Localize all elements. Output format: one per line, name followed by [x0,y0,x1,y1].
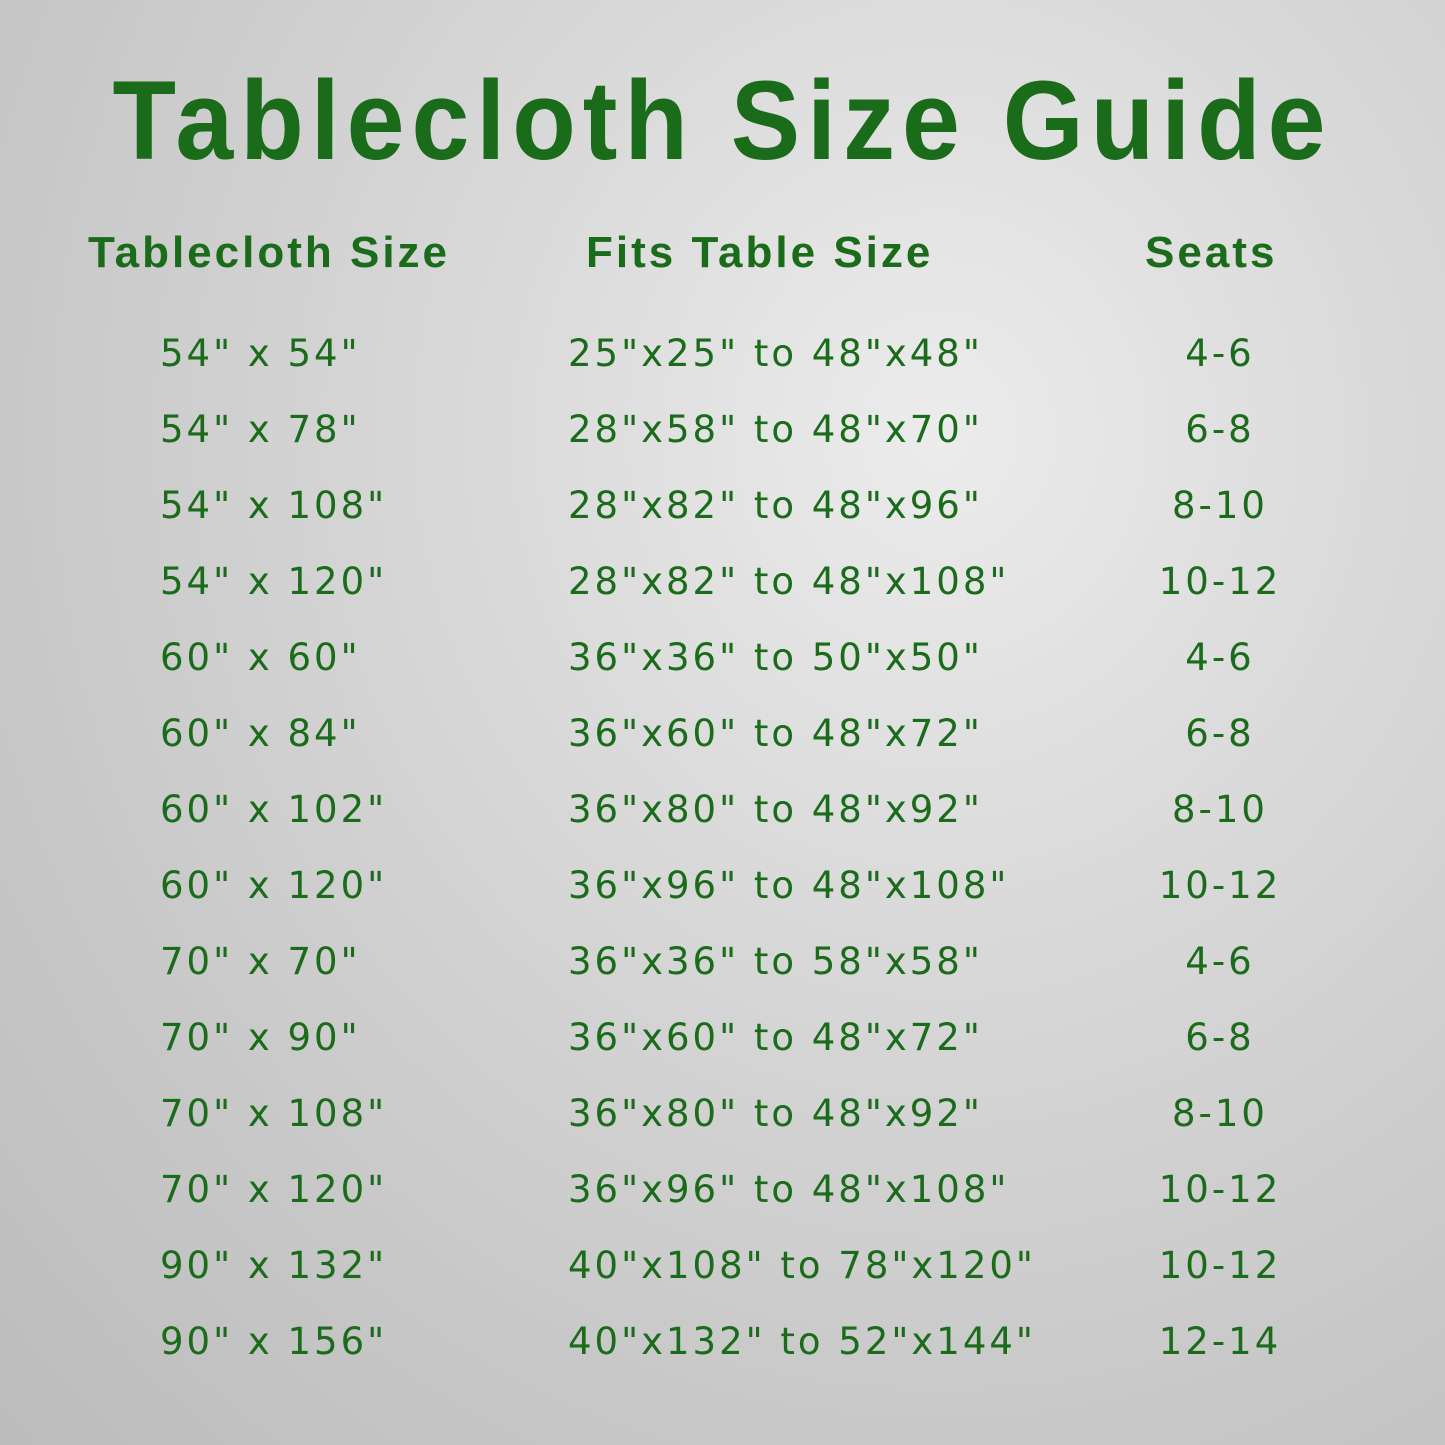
fits-table-size-cell: 25"x25" to 48"x48" [568,332,983,375]
table-row: 60" x 84" 36"x60" to 48"x72" 6-8 [0,712,1445,772]
tablecloth-size-cell: 54" x 54" [160,332,361,375]
tablecloth-size-cell: 70" x 70" [160,940,361,983]
seats-cell: 6-8 [1185,712,1255,755]
tablecloth-size-cell: 60" x 102" [160,788,388,831]
fits-table-size-cell: 36"x60" to 48"x72" [568,712,983,755]
tablecloth-size-cell: 70" x 120" [160,1168,388,1211]
header-tablecloth-size: Tablecloth Size [88,228,451,277]
tablecloth-size-cell: 60" x 84" [160,712,361,755]
seats-cell: 12-14 [1158,1320,1282,1363]
fits-table-size-cell: 40"x132" to 52"x144" [568,1320,1036,1363]
tablecloth-size-cell: 90" x 156" [160,1320,388,1363]
table-row: 60" x 60" 36"x36" to 50"x50" 4-6 [0,636,1445,696]
table-row: 54" x 78" 28"x58" to 48"x70" 6-8 [0,408,1445,468]
table-row: 70" x 108" 36"x80" to 48"x92" 8-10 [0,1092,1445,1152]
table-row: 54" x 54" 25"x25" to 48"x48" 4-6 [0,332,1445,392]
table-row: 60" x 120" 36"x96" to 48"x108" 10-12 [0,864,1445,924]
fits-table-size-cell: 36"x36" to 50"x50" [568,636,983,679]
tablecloth-size-cell: 60" x 60" [160,636,361,679]
header-fits-table-size: Fits Table Size [586,228,934,277]
fits-table-size-cell: 36"x96" to 48"x108" [568,1168,1010,1211]
table-row: 70" x 90" 36"x60" to 48"x72" 6-8 [0,1016,1445,1076]
fits-table-size-cell: 28"x82" to 48"x96" [568,484,983,527]
fits-table-size-cell: 36"x60" to 48"x72" [568,1016,983,1059]
seats-cell: 10-12 [1158,1168,1282,1211]
tablecloth-size-cell: 90" x 132" [160,1244,388,1287]
fits-table-size-cell: 28"x82" to 48"x108" [568,560,1010,603]
seats-cell: 10-12 [1158,560,1282,603]
fits-table-size-cell: 36"x80" to 48"x92" [568,1092,983,1135]
seats-cell: 10-12 [1158,1244,1282,1287]
seats-cell: 6-8 [1185,1016,1255,1059]
header-seats: Seats [1145,228,1278,277]
tablecloth-size-cell: 54" x 108" [160,484,388,527]
table-row: 54" x 108" 28"x82" to 48"x96" 8-10 [0,484,1445,544]
tablecloth-size-cell: 54" x 78" [160,408,361,451]
fits-table-size-cell: 28"x58" to 48"x70" [568,408,983,451]
tablecloth-size-cell: 60" x 120" [160,864,388,907]
seats-cell: 8-10 [1172,788,1268,831]
tablecloth-size-cell: 54" x 120" [160,560,388,603]
seats-cell: 4-6 [1185,332,1255,375]
seats-cell: 6-8 [1185,408,1255,451]
seats-cell: 10-12 [1158,864,1282,907]
table-row: 70" x 120" 36"x96" to 48"x108" 10-12 [0,1168,1445,1228]
table-row: 90" x 156" 40"x132" to 52"x144" 12-14 [0,1320,1445,1380]
fits-table-size-cell: 40"x108" to 78"x120" [568,1244,1036,1287]
page-title: Tablecloth Size Guide [112,58,1333,184]
tablecloth-size-cell: 70" x 90" [160,1016,361,1059]
table-row: 90" x 132" 40"x108" to 78"x120" 10-12 [0,1244,1445,1304]
seats-cell: 4-6 [1185,940,1255,983]
seats-cell: 8-10 [1172,484,1268,527]
fits-table-size-cell: 36"x36" to 58"x58" [568,940,983,983]
seats-cell: 8-10 [1172,1092,1268,1135]
fits-table-size-cell: 36"x80" to 48"x92" [568,788,983,831]
fits-table-size-cell: 36"x96" to 48"x108" [568,864,1010,907]
table-row: 54" x 120" 28"x82" to 48"x108" 10-12 [0,560,1445,620]
tablecloth-size-cell: 70" x 108" [160,1092,388,1135]
seats-cell: 4-6 [1185,636,1255,679]
table-row: 60" x 102" 36"x80" to 48"x92" 8-10 [0,788,1445,848]
table-row: 70" x 70" 36"x36" to 58"x58" 4-6 [0,940,1445,1000]
